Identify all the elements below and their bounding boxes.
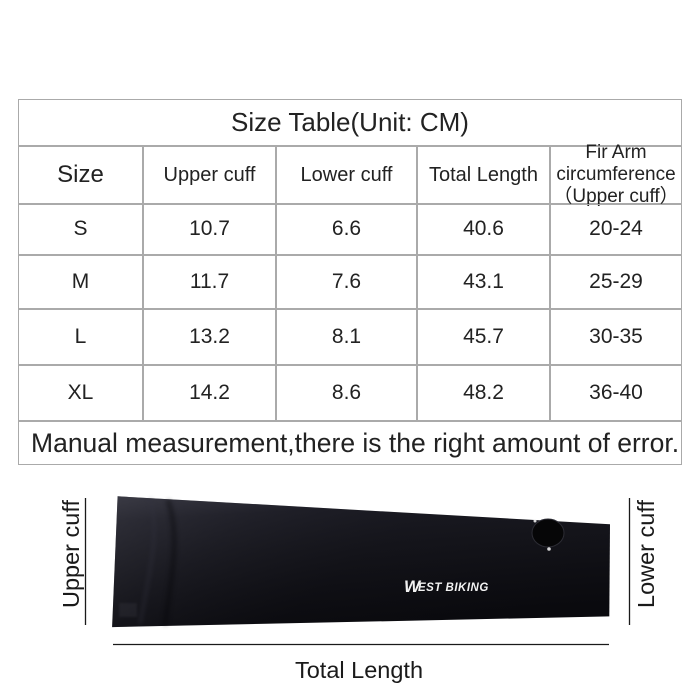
svg-text:Lower cuff: Lower cuff [633,500,659,608]
svg-text:EST BIKING: EST BIKING [418,582,489,594]
svg-text:Total Length: Total Length [295,657,423,683]
svg-text:Upper cuff: Upper cuff [58,500,84,608]
